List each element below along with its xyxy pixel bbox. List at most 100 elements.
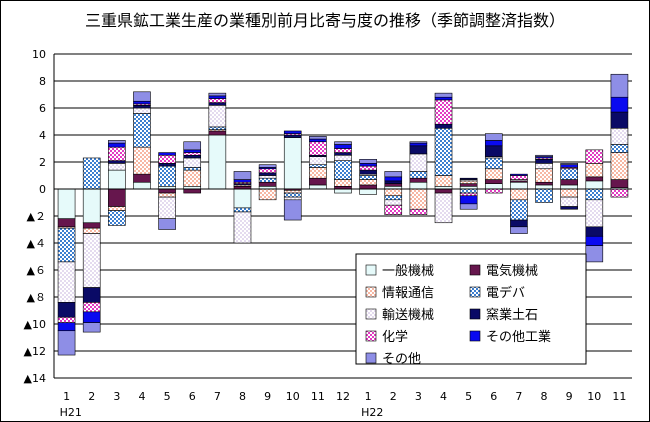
bar-segment xyxy=(484,179,503,184)
x-tick-label: 7 xyxy=(515,390,522,403)
legend-swatch xyxy=(469,308,481,320)
bar-segment xyxy=(384,176,403,182)
bar-segment xyxy=(133,100,151,105)
legend-swatch xyxy=(469,264,481,276)
x-tick-label: 2 xyxy=(390,390,397,403)
x-tick-label: 8 xyxy=(541,390,548,403)
bar-segment xyxy=(283,199,302,221)
x-tick-label: 5 xyxy=(164,390,171,403)
bar-segment xyxy=(309,177,327,186)
bar-segment xyxy=(585,226,604,237)
bar-segment xyxy=(510,226,528,234)
bar-segment xyxy=(108,140,126,144)
bar-segment xyxy=(57,316,76,323)
bar-segment xyxy=(183,157,202,168)
bar-segment xyxy=(359,179,377,186)
bar-segment xyxy=(434,99,453,125)
bar-segment xyxy=(57,227,76,263)
bar-segment xyxy=(359,175,377,180)
bar-segment xyxy=(409,171,428,179)
bar-segment xyxy=(334,179,352,187)
bar-segment xyxy=(359,163,377,167)
legend-swatch xyxy=(365,264,377,276)
x-tick-label: 1 xyxy=(365,390,372,403)
bar-segment xyxy=(535,163,553,170)
y-tick-label: 10 xyxy=(32,48,46,61)
bar-segment xyxy=(158,188,176,194)
legend-swatch xyxy=(365,308,377,320)
legend-label: 輸送機械 xyxy=(382,308,434,323)
bar-segment xyxy=(409,177,428,183)
bar-segment xyxy=(57,322,76,332)
bar-segment xyxy=(459,203,478,210)
bar-segment xyxy=(560,163,578,166)
bar-segment xyxy=(309,184,327,190)
bar-segment xyxy=(108,169,126,190)
bar-segment xyxy=(535,159,553,164)
bar-segment xyxy=(82,233,101,288)
bar-segment xyxy=(585,180,604,190)
bar-segment xyxy=(108,163,126,171)
bar-segment xyxy=(233,211,252,244)
x-tick-label: 2 xyxy=(88,390,95,403)
year-label: H21 xyxy=(60,406,82,419)
bar-segment xyxy=(409,181,428,190)
bar-segment xyxy=(409,141,428,144)
legend-swatch xyxy=(365,286,377,298)
bar-segment xyxy=(208,92,227,97)
x-tick-label: 11 xyxy=(612,390,626,403)
bar-segment xyxy=(359,188,377,195)
bar-segment xyxy=(510,181,528,190)
bar-segment xyxy=(208,126,227,130)
bar-segment xyxy=(434,175,453,187)
bar-segment xyxy=(610,111,629,129)
bar-segment xyxy=(82,222,101,229)
bar-segment xyxy=(158,154,176,164)
bar-segment xyxy=(334,188,352,194)
bar-segment xyxy=(434,96,453,101)
bar-segment xyxy=(560,168,578,180)
year-label: H22 xyxy=(361,406,383,419)
bar-segment xyxy=(309,136,327,140)
bar-segment xyxy=(434,192,453,224)
x-tick-label: 1 xyxy=(63,390,70,403)
bar-segment xyxy=(283,190,302,194)
bar-segment xyxy=(158,192,176,198)
bar-segment xyxy=(359,184,377,190)
bar-segment xyxy=(409,188,428,210)
legend-label: その他工業 xyxy=(486,329,551,345)
bar-segment xyxy=(409,153,428,172)
bar-segment xyxy=(57,188,76,220)
bar-segment xyxy=(459,180,478,184)
bar-segment xyxy=(510,219,528,228)
bar-segment xyxy=(258,172,277,176)
bar-segment xyxy=(258,164,277,168)
bar-segment xyxy=(560,184,578,190)
bar-segment xyxy=(108,160,126,164)
bar-segment xyxy=(208,98,227,103)
bar-segment xyxy=(208,130,227,136)
bar-segment xyxy=(57,330,76,356)
x-tick-label: 4 xyxy=(138,390,145,403)
y-tick-label: 0 xyxy=(39,183,46,196)
bar-segment xyxy=(334,154,352,161)
legend-swatch xyxy=(469,286,481,298)
bar-segment xyxy=(510,199,528,221)
bar-segment xyxy=(258,175,277,179)
bar-segment xyxy=(610,152,629,180)
y-tick-label: ▲14 xyxy=(24,372,46,385)
bar-segment xyxy=(82,188,101,224)
bar-segment xyxy=(82,302,101,313)
bar-segment xyxy=(409,208,428,215)
bar-segment xyxy=(334,148,352,153)
bar-segment xyxy=(510,173,528,176)
bar-segment xyxy=(434,123,453,129)
bar-segment xyxy=(484,133,503,141)
bar-segment xyxy=(484,145,503,157)
bar-segment xyxy=(158,152,176,156)
x-tick-label: 9 xyxy=(566,390,573,403)
bar-segment xyxy=(585,163,604,178)
bar-segment xyxy=(258,181,277,187)
bar-segment xyxy=(208,102,227,106)
